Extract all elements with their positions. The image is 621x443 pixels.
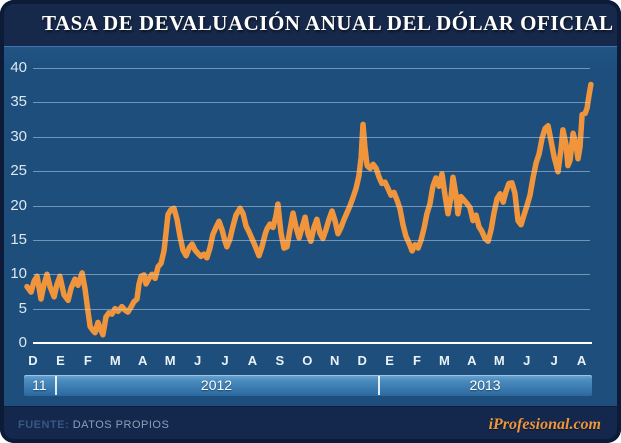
footer-bar: FUENTE: DATOS PROPIOS iProfesional.com (0, 406, 621, 443)
line-chart (24, 81, 594, 338)
y-axis-tick-label: 25 (10, 162, 27, 180)
y-axis-tick-label: 10 (10, 265, 27, 283)
x-axis-month-label: N (330, 353, 340, 368)
x-axis-month-label: J (523, 353, 531, 368)
year-band-separator (378, 376, 381, 395)
x-axis-month-label: D (357, 353, 367, 368)
y-axis-tick-label: 40 (10, 59, 27, 76)
x-axis-month-label: D (28, 353, 38, 368)
gridline (33, 205, 590, 207)
x-axis-month-label: M (164, 353, 176, 368)
x-axis-month-label: E (385, 353, 394, 368)
gridline (33, 239, 590, 241)
x-axis-month-label: A (576, 353, 587, 368)
x-axis-month-label: J (193, 353, 202, 368)
x-axis-month-label: A (138, 353, 148, 368)
x-axis-month-label: M (439, 353, 450, 368)
x-axis-month-label: A (247, 353, 258, 368)
x-axis-month-label: E (56, 353, 65, 368)
year-band-label: 11 (32, 377, 47, 393)
devaluation-line-series (24, 81, 594, 338)
gridline (33, 171, 590, 173)
x-axis-month-label: F (83, 353, 92, 368)
year-band-separator (54, 376, 57, 395)
year-band-label: 2013 (469, 377, 501, 393)
gridline (33, 102, 590, 104)
x-axis-month-label: J (221, 353, 229, 368)
y-axis-tick-label: 20 (10, 196, 27, 214)
y-axis-tick-label: 30 (10, 127, 27, 145)
brand-logo: iProfesional.com (488, 416, 601, 433)
year-axis-band: 11 2012 2013 (24, 375, 592, 396)
source-label: FUENTE: (18, 419, 70, 431)
x-axis-baseline (33, 342, 592, 344)
chart-title-bar: TASA DE DEVALUACIÓN ANUAL DEL DÓLAR OFIC… (0, 0, 621, 47)
chart-title: TASA DE DEVALUACIÓN ANUAL DEL DÓLAR OFIC… (42, 10, 614, 35)
x-axis-month-label: M (109, 353, 121, 368)
source-note: FUENTE: DATOS PROPIOS (18, 419, 169, 431)
x-axis-month-label: M (493, 353, 505, 368)
y-axis-tick-label: 0 (18, 334, 27, 351)
y-axis-tick-label: 35 (10, 93, 27, 111)
x-axis-month-label: A (467, 353, 477, 368)
year-band-label: 2012 (200, 377, 233, 393)
gridline (33, 136, 590, 138)
x-axis-month-label: O (302, 353, 313, 368)
y-axis-tick-label: 5 (18, 299, 27, 317)
gridline (33, 68, 590, 69)
gridline (33, 308, 590, 310)
x-axis-month-label: J (550, 353, 558, 368)
y-axis-tick-label: 15 (10, 230, 27, 248)
x-axis-month-label: F (413, 353, 421, 368)
x-axis-month-label: S (275, 353, 285, 368)
gridline (33, 274, 590, 276)
source-value: DATOS PROPIOS (72, 419, 170, 431)
